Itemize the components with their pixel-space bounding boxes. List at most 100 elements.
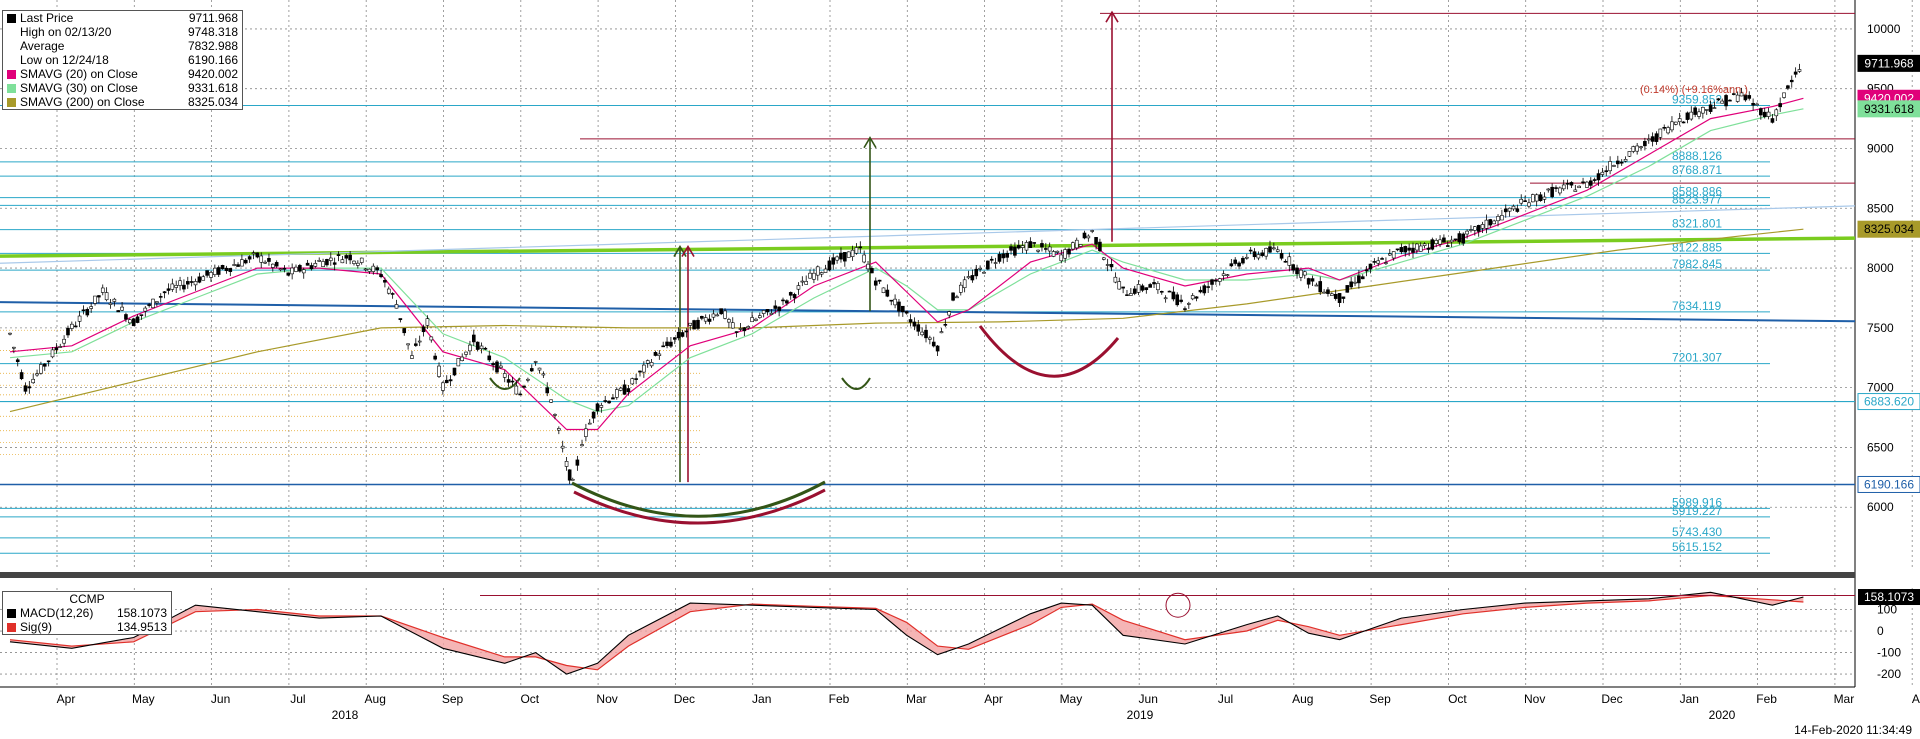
level-label: 9359.852 (1672, 92, 1722, 106)
price-candle (765, 309, 770, 313)
price-candle (259, 255, 264, 263)
price-candle (1047, 246, 1052, 252)
price-candle (128, 319, 132, 324)
price-candle (1476, 225, 1481, 232)
level-label: 8888.126 (1672, 149, 1722, 163)
x-tick-label: Apr (57, 692, 76, 706)
legend-swatch (7, 608, 16, 618)
price-tag-label: 6883.620 (1864, 395, 1914, 409)
price-candle (1762, 111, 1767, 118)
price-candle (371, 265, 376, 272)
price-candle (680, 332, 685, 337)
price-candle (870, 268, 874, 274)
price-candle (1272, 247, 1276, 250)
price-candle (1256, 254, 1261, 259)
price-candle (769, 312, 774, 315)
price-candle (1353, 281, 1357, 284)
price-candle (754, 318, 758, 321)
level-label: 5989.916 (1672, 495, 1722, 509)
legend-row-4: SMAVG (20) on Close 9420.002 (3, 67, 242, 81)
legend-value: 134.9513 (116, 620, 167, 634)
price-candle (328, 257, 333, 261)
level-label: 7201.307 (1672, 351, 1722, 365)
price-candle (862, 254, 866, 263)
price-candle (1461, 233, 1466, 244)
price-tag-label: 9711.968 (1864, 56, 1913, 70)
price-candle (1005, 252, 1009, 258)
price-candle (982, 271, 986, 274)
cup-small-red (978, 325, 1120, 378)
price-candle (1743, 94, 1748, 101)
price-candle (703, 317, 708, 322)
price-candle (904, 311, 909, 314)
price-candle (414, 343, 418, 346)
price-candle (618, 387, 623, 391)
price-tag (1857, 100, 1920, 118)
price-candle (421, 326, 426, 333)
price-tag-label: 6190.166 (1864, 477, 1914, 491)
level-label: 8321.801 (1672, 217, 1722, 231)
level-label: 5615.152 (1672, 540, 1722, 554)
price-candle (185, 281, 190, 285)
price-candle (1418, 245, 1423, 252)
price-candle (1488, 219, 1493, 226)
price-candle (1198, 289, 1203, 293)
price-candle (444, 379, 449, 384)
price-candle (684, 330, 689, 333)
price-candle (715, 314, 720, 317)
legend-label: Low on 12/24/18 (20, 53, 109, 67)
price-candle (1009, 246, 1013, 251)
price-candle (332, 262, 337, 265)
price-candle (978, 267, 982, 270)
price-candle (781, 299, 785, 302)
price-candle (785, 300, 789, 304)
x-tick-label: Sep (442, 692, 464, 706)
price-candle (379, 274, 383, 278)
price-candle (1295, 267, 1299, 275)
price-candle (730, 322, 735, 329)
price-candle (139, 314, 144, 316)
price-candle (205, 270, 209, 276)
price-candle (657, 353, 662, 356)
price-candle (854, 247, 859, 254)
price-candle (1797, 69, 1802, 72)
price-candle (1074, 239, 1079, 249)
price-candle (182, 284, 186, 290)
price-candle (116, 310, 121, 313)
price-candle (873, 280, 878, 286)
macd-legend-row-1: Sig(9) 134.9513 (3, 620, 171, 634)
price-candle (924, 329, 928, 339)
price-candle (1789, 79, 1794, 83)
price-candle (1237, 262, 1241, 267)
price-candle (1581, 181, 1585, 184)
price-candle (1086, 235, 1091, 239)
trend-line-light (0, 205, 1856, 264)
price-candle (178, 280, 182, 286)
legend-value: 9711.968 (188, 11, 238, 25)
legend-row-0: Last Price 9711.968 (3, 11, 242, 25)
sma20-line (9, 97, 1804, 431)
price-candle (843, 252, 847, 262)
price-candle (676, 331, 681, 339)
price-candle (1592, 179, 1597, 181)
price-candle (1376, 260, 1381, 264)
price-candle (1349, 281, 1353, 288)
price-candle (1314, 284, 1319, 287)
price-candle (1109, 264, 1114, 268)
price-candle (70, 323, 74, 329)
price-candle (815, 266, 820, 276)
price-candle (529, 368, 534, 372)
price-candle (1735, 94, 1740, 102)
price-candle (1187, 303, 1191, 305)
price-candle (12, 346, 16, 349)
price-candle (1372, 261, 1377, 263)
price-candle (1136, 284, 1141, 293)
price-candle (1445, 245, 1450, 247)
legend-label: MACD(12,26) (20, 606, 94, 620)
price-candle (1693, 107, 1697, 115)
legend-label: Average (20, 39, 65, 53)
price-candle (1283, 260, 1288, 263)
price-candle (1225, 274, 1230, 276)
price-candle (696, 319, 700, 329)
price-candle (309, 265, 314, 270)
